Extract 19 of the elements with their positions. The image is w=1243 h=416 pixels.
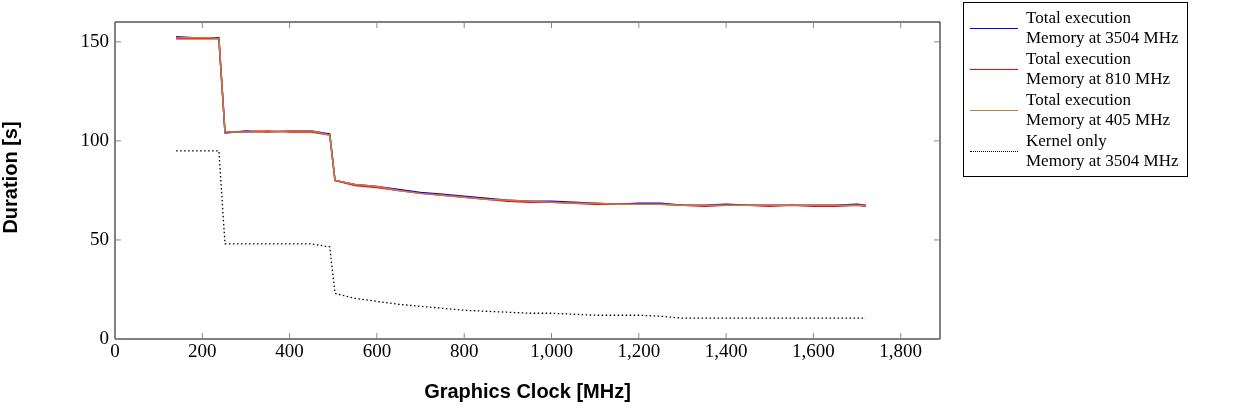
x-axis-title: Graphics Clock [MHz] xyxy=(423,380,632,403)
legend-label: Total execution Memory at 405 MHz xyxy=(1026,90,1171,130)
y-tick-label: 50 xyxy=(90,227,109,249)
x-tick-label: 1,600 xyxy=(792,340,835,362)
x-tick-label: 1,000 xyxy=(530,340,573,362)
x-tick-label: 400 xyxy=(275,340,304,362)
legend-label: Total execution Memory at 810 MHz xyxy=(1026,49,1171,89)
y-tick-label: 100 xyxy=(80,128,109,150)
x-tick-label: 200 xyxy=(188,340,217,362)
x-tick-label: 800 xyxy=(449,340,479,362)
y-tick-label: 0 xyxy=(99,326,109,348)
x-tick-label: 1,200 xyxy=(617,340,661,362)
legend-label: Kernel only Memory at 3504 MHz xyxy=(1026,131,1179,171)
legend-label: Total execution Memory at 3504 MHz xyxy=(1026,8,1179,48)
x-tick-label: 1,800 xyxy=(879,340,923,362)
y-axis-title: Duration [s] xyxy=(0,120,22,236)
x-tick-label: 1,400 xyxy=(704,340,748,362)
x-tick-label: 600 xyxy=(362,340,392,362)
y-tick-label: 150 xyxy=(80,29,109,51)
